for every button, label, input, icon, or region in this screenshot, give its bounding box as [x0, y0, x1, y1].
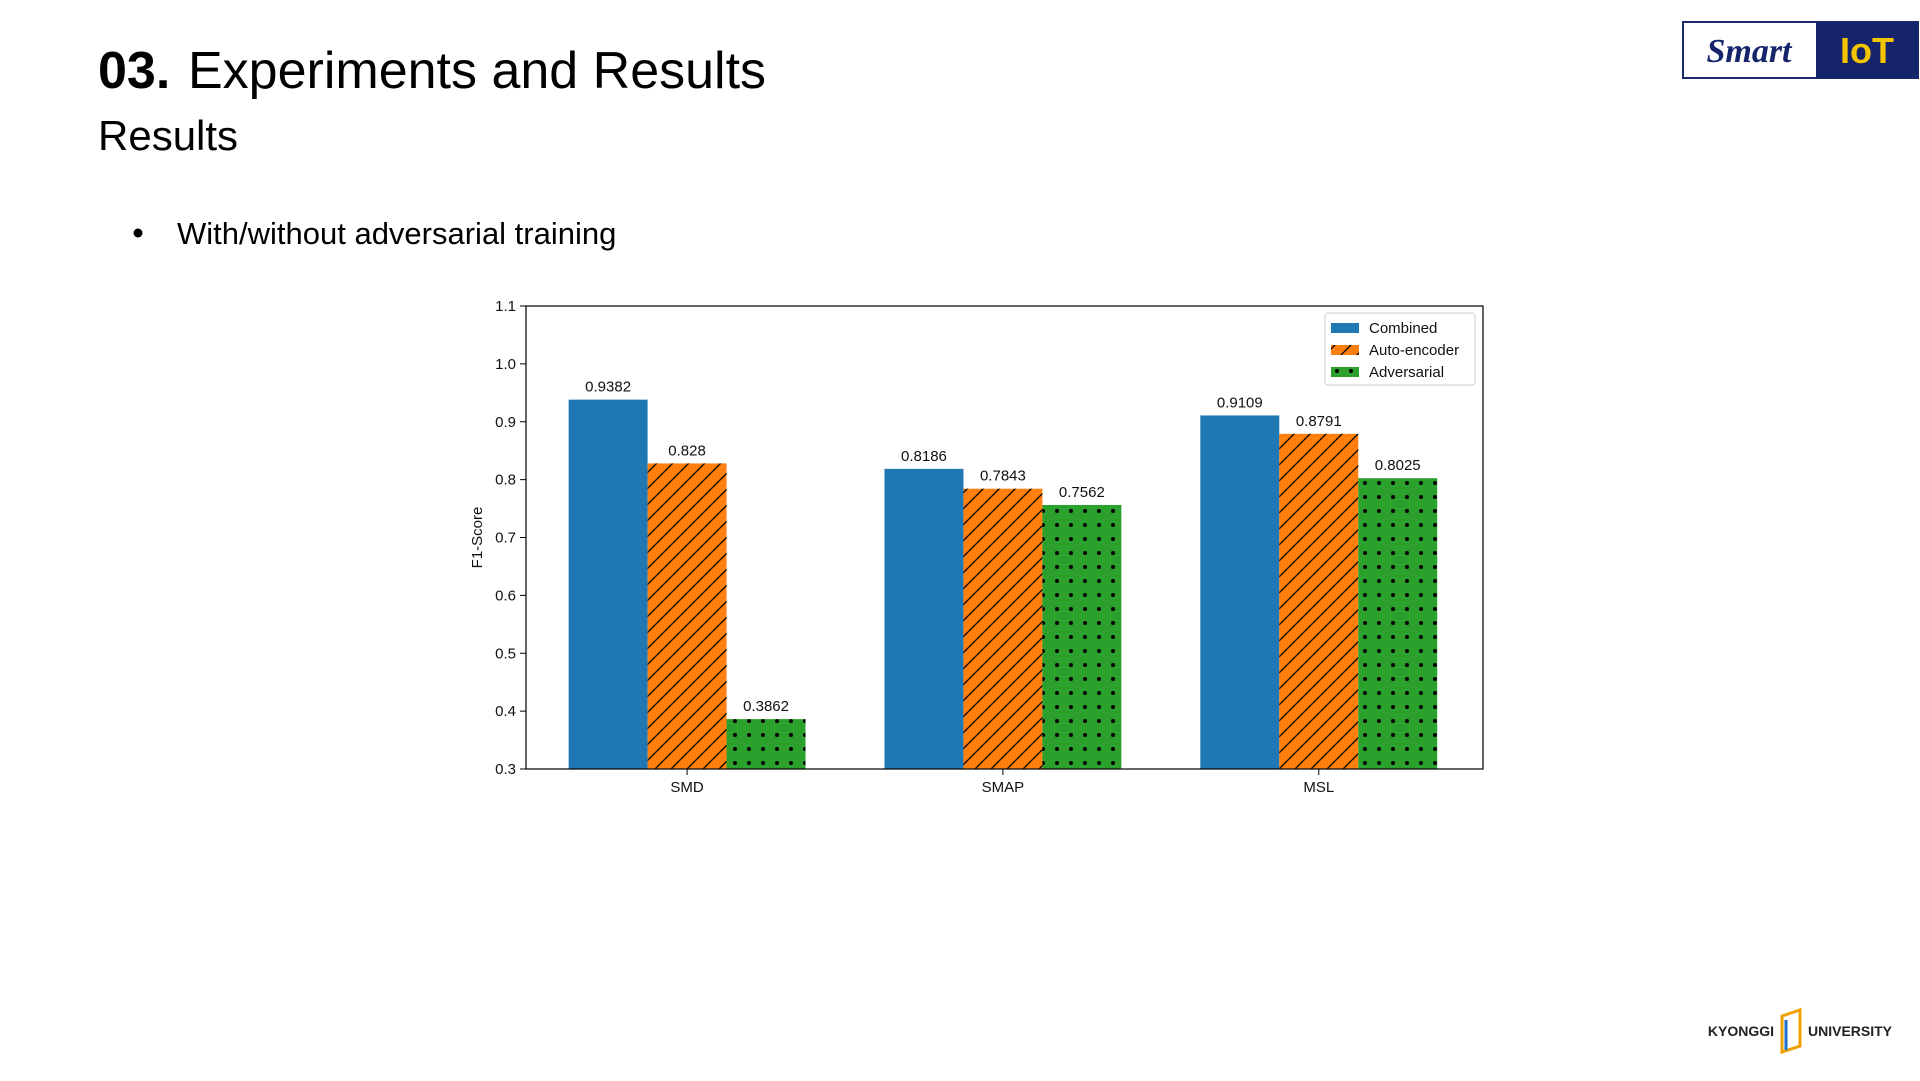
y-tick-label: 0.3: [495, 761, 516, 778]
x-tick-label: SMD: [670, 779, 704, 796]
legend-label: Adversarial: [1369, 364, 1444, 381]
value-label: 0.9382: [585, 379, 631, 396]
bar-hatch: [726, 719, 806, 769]
y-tick-label: 0.6: [495, 587, 516, 604]
slide-title: Experiments and Results: [188, 42, 766, 100]
bar-hatch: [647, 463, 727, 769]
y-axis-label: F1-Score: [469, 507, 486, 569]
logo-left-text: Smart: [1706, 33, 1793, 70]
y-tick-label: 1.1: [495, 298, 516, 315]
university-left: KYONGGI: [1708, 1023, 1774, 1039]
bullet-dot: [133, 228, 143, 238]
logo-right-panel: [1816, 22, 1918, 78]
value-label: 0.9109: [1217, 394, 1263, 411]
section-number: 03.: [98, 42, 170, 100]
legend-label: Auto-encoder: [1369, 342, 1459, 359]
university-emblem: [1780, 1007, 1802, 1055]
value-label: 0.8025: [1375, 457, 1421, 474]
plot-frame: [525, 305, 1484, 770]
y-tick-label: 0.8: [495, 472, 516, 489]
value-label: 0.828: [668, 442, 706, 459]
university-right: UNIVERSITY: [1808, 1023, 1893, 1039]
y-tick-label: 0.5: [495, 645, 516, 662]
x-tick-label: MSL: [1303, 779, 1334, 796]
value-label: 0.8186: [901, 448, 947, 465]
value-label: 0.3862: [743, 698, 789, 715]
bullet-text: With/without adversarial training: [177, 216, 616, 251]
legend-swatch-hatch: [1331, 345, 1359, 355]
x-tick-label: SMAP: [982, 779, 1025, 796]
y-tick-label: 0.4: [495, 703, 516, 720]
bar: [1200, 415, 1280, 769]
bar: [568, 399, 648, 769]
bar-hatch: [1358, 478, 1438, 769]
logo: Smart IoT: [1682, 21, 1919, 79]
legend-box: [1324, 312, 1476, 386]
y-tick-label: 0.9: [495, 414, 516, 431]
legend-swatch: [1331, 323, 1359, 333]
bar-hatch: [1042, 504, 1122, 769]
slide-subtitle: Results: [98, 112, 238, 159]
bar: [884, 468, 964, 769]
value-label: 0.8791: [1296, 413, 1342, 430]
chart: 0.3 0.4 0.5 0.6 0.7 0.8 0.9 1.0 1.1 F1-Score SMD 0.…: [469, 298, 1484, 796]
logo-right-text: IoT: [1840, 30, 1894, 71]
university-logo: KYONGGI UNIVERSITY: [1708, 1007, 1893, 1055]
bar-hatch: [963, 488, 1043, 769]
legend-label: Combined: [1369, 320, 1437, 337]
y-tick-label: 1.0: [495, 356, 516, 373]
value-label: 0.7562: [1059, 484, 1105, 501]
value-label: 0.7843: [980, 468, 1026, 485]
bar-hatch: [1279, 433, 1359, 769]
y-tick-label: 0.7: [495, 530, 516, 547]
legend-swatch-hatch: [1331, 367, 1359, 377]
